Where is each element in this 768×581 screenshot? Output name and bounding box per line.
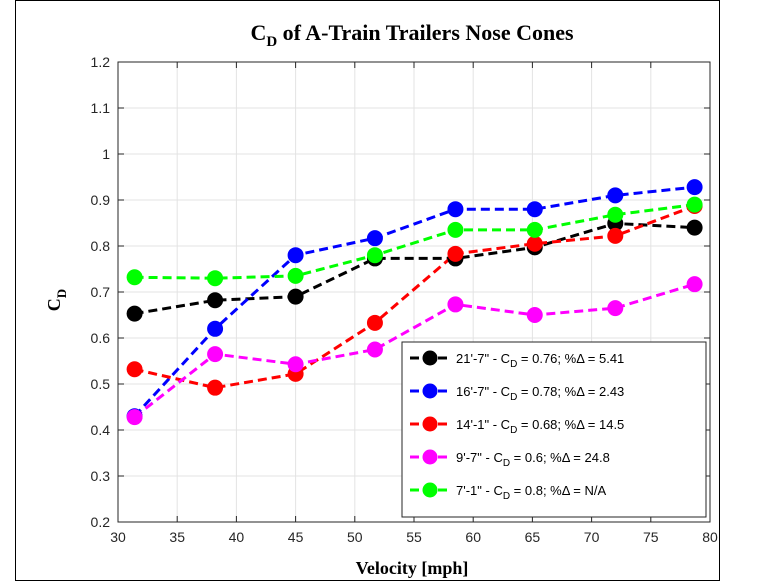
x-axis-label: Velocity [mph] <box>356 558 469 578</box>
data-point <box>287 288 304 305</box>
legend-label: 9'-7" - CD = 0.6; %Δ = 24.8 <box>456 450 610 469</box>
data-point <box>207 379 224 396</box>
data-point <box>366 314 383 331</box>
data-point <box>686 196 703 213</box>
y-tick-label: 1.1 <box>91 100 111 116</box>
legend-label: 14'-1" - CD = 0.68; %Δ = 14.5 <box>456 417 624 436</box>
y-tick-label: 1.2 <box>91 54 111 70</box>
data-point <box>526 235 543 252</box>
data-point <box>126 361 143 378</box>
y-tick-label: 0.9 <box>91 192 111 208</box>
series-line-4 <box>134 203 695 280</box>
data-point <box>447 245 464 262</box>
data-point <box>126 409 143 426</box>
data-point <box>447 201 464 218</box>
legend-marker <box>422 383 438 399</box>
x-tick-label: 50 <box>347 529 363 545</box>
legend-marker <box>422 416 438 432</box>
x-tick-label: 30 <box>110 529 126 545</box>
data-point <box>526 307 543 323</box>
data-point <box>207 270 224 287</box>
data-point <box>366 230 383 247</box>
data-point <box>607 187 624 204</box>
data-point <box>447 296 464 313</box>
data-point <box>126 305 143 322</box>
data-point <box>287 247 304 264</box>
series-lines <box>133 185 696 419</box>
chart-title: CD of A-Train Trailers Nose Cones <box>250 20 574 50</box>
y-axis-label: CD <box>44 289 69 311</box>
x-tick-label: 75 <box>643 529 659 545</box>
x-tick-label: 40 <box>229 529 245 545</box>
x-tick-label: 65 <box>525 529 541 545</box>
legend-label: 16'-7" - CD = 0.78; %Δ = 2.43 <box>456 384 624 403</box>
x-tick-label: 35 <box>169 529 185 545</box>
series-line-1 <box>133 185 695 418</box>
x-tick-label: 70 <box>584 529 600 545</box>
y-tick-label: 0.5 <box>91 376 111 392</box>
data-point <box>126 269 143 286</box>
axis-tick-labels: 30 35 40 45 50 55 60 65 70 75 80 0.2 0.3 0.4 0.5 0.6 0.7… <box>91 54 718 545</box>
axis-ticks <box>117 61 711 523</box>
x-tick-label: 80 <box>702 529 718 545</box>
y-tick-label: 0.6 <box>91 330 111 346</box>
data-point <box>607 206 624 223</box>
series-line-3 <box>133 282 696 419</box>
data-point <box>686 276 703 293</box>
legend-marker <box>422 350 438 366</box>
y-tick-label: 1 <box>102 146 110 162</box>
data-point <box>526 201 543 218</box>
y-tick-label: 0.8 <box>91 238 111 254</box>
data-point <box>287 267 304 284</box>
series-line-0 <box>134 221 695 316</box>
legend-box <box>401 341 707 518</box>
data-point <box>366 247 383 264</box>
y-tick-label: 0.3 <box>91 468 111 484</box>
legend-label: 7'-1" - CD = 0.8; %Δ = N/A <box>456 483 607 502</box>
legend-label: 21'-7" - CD = 0.76; %Δ = 5.41 <box>456 351 624 370</box>
series-markers <box>126 179 703 426</box>
data-point <box>207 346 224 363</box>
y-tick-label: 0.4 <box>91 422 111 438</box>
x-tick-label: 55 <box>406 529 422 545</box>
data-point <box>207 320 224 337</box>
data-point <box>607 227 624 244</box>
series-line-2 <box>134 204 696 390</box>
data-point <box>447 221 464 238</box>
data-point <box>287 356 304 373</box>
legend: 21'-7" - CD = 0.76; %Δ = 5.41 16'-7" - CD… <box>401 341 707 518</box>
data-point <box>686 179 703 196</box>
data-point <box>686 219 703 236</box>
data-point <box>607 300 624 317</box>
y-tick-label: 0.2 <box>91 514 111 530</box>
data-point <box>526 221 543 238</box>
legend-marker <box>422 449 438 465</box>
legend-marker <box>422 482 438 498</box>
x-tick-label: 60 <box>465 529 481 545</box>
y-tick-label: 0.7 <box>91 284 111 300</box>
data-point <box>207 292 224 309</box>
x-tick-label: 45 <box>288 529 304 545</box>
data-point <box>366 341 383 358</box>
